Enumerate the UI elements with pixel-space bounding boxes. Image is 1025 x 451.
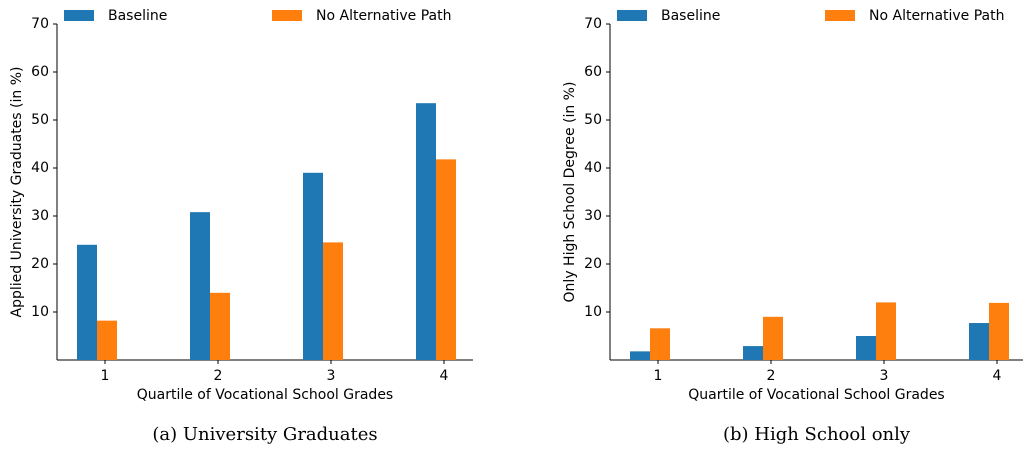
y-tick-label: 40 xyxy=(584,160,602,176)
legend-swatch xyxy=(64,10,94,21)
bar xyxy=(743,346,763,360)
legend-label: Baseline xyxy=(661,8,720,24)
y-tick-label: 60 xyxy=(31,64,49,80)
bar xyxy=(303,172,323,360)
bar xyxy=(763,316,783,360)
y-tick-label: 10 xyxy=(584,304,602,320)
legend-swatch xyxy=(272,10,302,21)
bar xyxy=(630,351,650,360)
legend-label: No Alternative Path xyxy=(869,8,1005,24)
y-tick-label: 30 xyxy=(584,208,602,224)
caption: (a) University Graduates xyxy=(152,424,377,445)
bar xyxy=(77,244,97,360)
bar xyxy=(97,320,117,360)
bar xyxy=(856,336,876,360)
bar xyxy=(876,302,896,360)
bar xyxy=(436,159,456,360)
caption: (b) High School only xyxy=(723,424,911,445)
y-tick-label: 70 xyxy=(31,16,49,32)
x-tick-label: 2 xyxy=(214,368,223,384)
bar xyxy=(323,242,343,360)
y-tick-label: 50 xyxy=(584,112,602,128)
legend-label: No Alternative Path xyxy=(316,8,452,24)
bar xyxy=(416,103,436,360)
bar xyxy=(650,328,670,360)
x-tick-label: 1 xyxy=(101,368,110,384)
x-tick-label: 2 xyxy=(767,368,776,384)
x-tick-label: 4 xyxy=(440,368,449,384)
legend-label: Baseline xyxy=(108,8,167,24)
y-tick-label: 20 xyxy=(584,256,602,272)
y-tick-label: 20 xyxy=(31,256,49,272)
x-tick-label: 3 xyxy=(327,368,336,384)
x-tick-label: 1 xyxy=(654,368,663,384)
y-tick-label: 60 xyxy=(584,64,602,80)
x-tick-label: 3 xyxy=(880,368,889,384)
y-tick-label: 10 xyxy=(31,304,49,320)
y-tick-label: 40 xyxy=(31,160,49,176)
legend-swatch xyxy=(617,10,647,21)
x-axis-label: Quartile of Vocational School Grades xyxy=(688,387,944,403)
x-axis-label: Quartile of Vocational School Grades xyxy=(137,387,393,403)
bar xyxy=(989,302,1009,360)
y-tick-label: 70 xyxy=(584,16,602,32)
x-tick-label: 4 xyxy=(993,368,1002,384)
y-tick-label: 30 xyxy=(31,208,49,224)
bar xyxy=(210,292,230,360)
y-axis-label: Only High School Degree (in %) xyxy=(562,82,578,303)
legend-swatch xyxy=(825,10,855,21)
y-tick-label: 50 xyxy=(31,112,49,128)
bar xyxy=(190,212,210,360)
y-axis-label: Applied University Graduates (in %) xyxy=(9,67,25,318)
bar xyxy=(969,323,989,360)
